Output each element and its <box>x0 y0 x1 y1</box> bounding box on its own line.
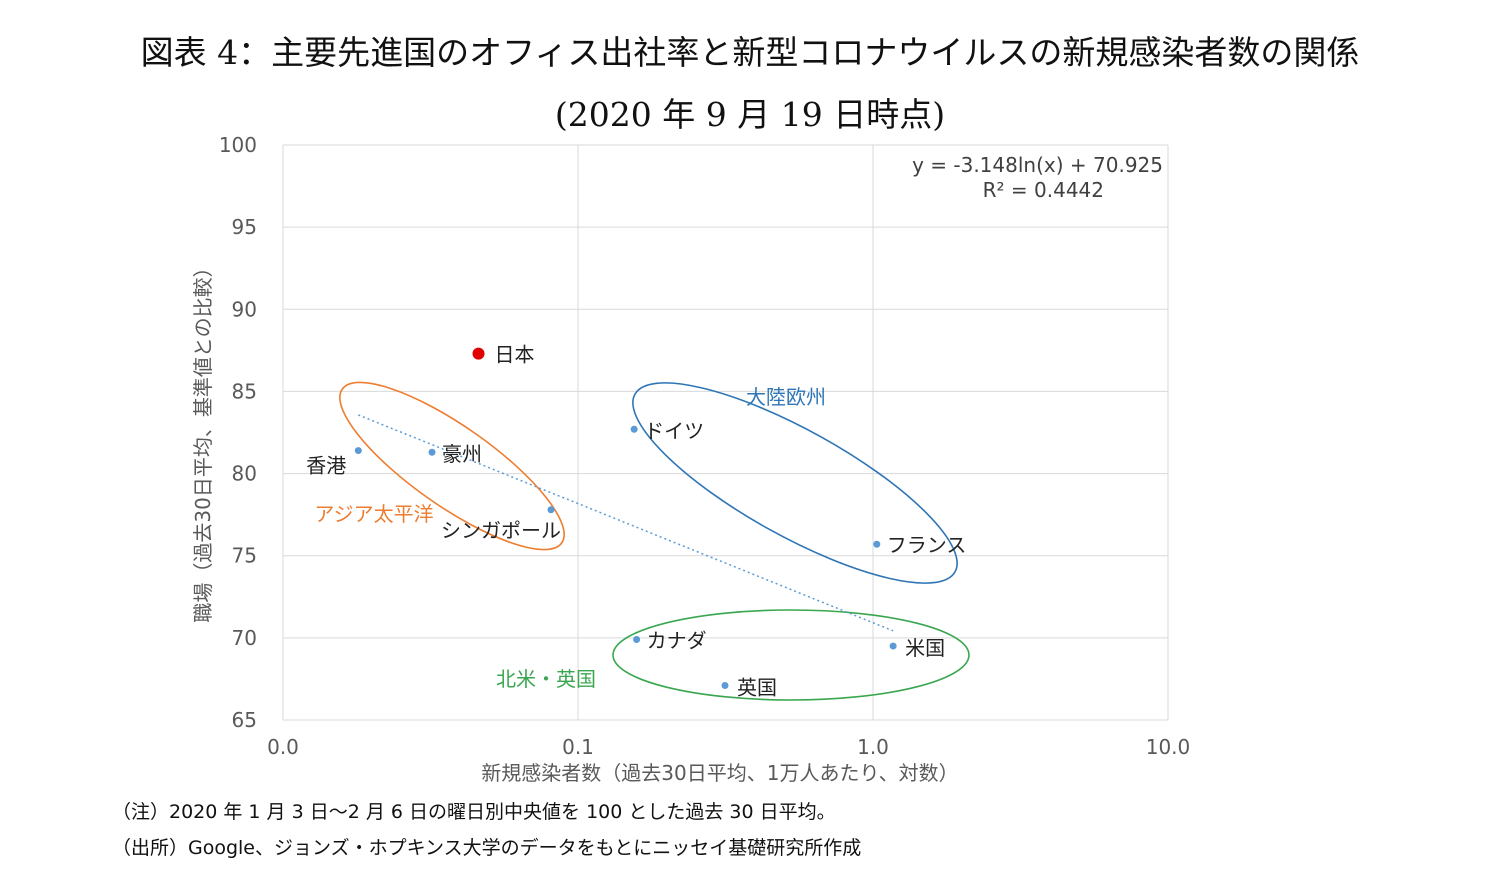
data-label: 日本 <box>495 343 535 367</box>
trendline-layer <box>358 414 894 632</box>
y-axis-label: 職場（過去30日平均、基準値との比較） <box>191 257 215 622</box>
y-tick-label: 95 <box>232 215 257 239</box>
group-label: アジア太平洋 <box>314 502 433 526</box>
data-point <box>889 642 897 650</box>
y-tick-label: 100 <box>219 133 257 157</box>
y-tick-label: 80 <box>232 462 257 486</box>
chart-subtitle: (2020 年 9 月 19 日時点) <box>554 95 946 134</box>
trendline-equation: y = -3.148ln(x) + 70.925 <box>912 153 1163 177</box>
group-ellipses <box>339 381 970 701</box>
data-point <box>873 540 881 548</box>
y-tick-label: 75 <box>232 544 257 568</box>
group-ellipse <box>632 382 958 584</box>
x-tick-label: 10.0 <box>1146 735 1191 759</box>
data-point <box>547 506 555 514</box>
data-points <box>354 347 897 689</box>
data-label: カナダ <box>647 629 707 653</box>
data-label: シンガポール <box>441 519 561 543</box>
data-label: 米国 <box>905 636 945 660</box>
data-point <box>472 347 485 360</box>
y-tick-label: 70 <box>232 626 257 650</box>
data-point <box>721 682 729 689</box>
trendline <box>358 414 894 632</box>
x-tick-label: 1.0 <box>857 735 889 759</box>
x-axis-ticks: 0.0 0.1 1.0 10.0 <box>267 735 1190 759</box>
footnote-note: （注）2020 年 1 月 3 日～2 月 6 日の曜日別中央値を 100 とし… <box>112 801 836 823</box>
group-label: 北米・英国 <box>496 667 596 691</box>
data-point <box>428 448 436 456</box>
data-point <box>630 425 638 433</box>
y-tick-label: 90 <box>232 297 257 321</box>
y-axis-ticks: 65 70 75 80 85 90 95 100 <box>219 133 257 732</box>
group-ellipse <box>339 381 565 551</box>
data-point <box>633 636 641 643</box>
chart-title: 図表 4：主要先進国のオフィス出社率と新型コロナウイルスの新規感染者数の関係 <box>140 33 1360 72</box>
data-label: フランス <box>887 533 967 557</box>
data-label: 香港 <box>306 454 346 478</box>
y-tick-label: 85 <box>232 379 257 403</box>
x-tick-label: 0.0 <box>267 735 299 759</box>
data-label: ドイツ <box>644 419 704 443</box>
x-axis-label: 新規感染者数（過去30日平均、1万人あたり、対数） <box>481 761 958 785</box>
group-label: 大陸欧州 <box>746 385 826 409</box>
y-tick-label: 65 <box>232 708 257 732</box>
data-label: 英国 <box>737 676 777 700</box>
trendline-r-squared: R² = 0.4442 <box>983 178 1104 202</box>
grid <box>282 144 1169 721</box>
group-ellipse <box>612 609 970 701</box>
data-point <box>354 447 362 455</box>
footnote-source: （出所）Google、ジョンズ・ホプキンス大学のデータをもとにニッセイ基礎研究所… <box>112 837 862 859</box>
data-label: 豪州 <box>442 442 482 466</box>
x-tick-label: 0.1 <box>562 735 594 759</box>
